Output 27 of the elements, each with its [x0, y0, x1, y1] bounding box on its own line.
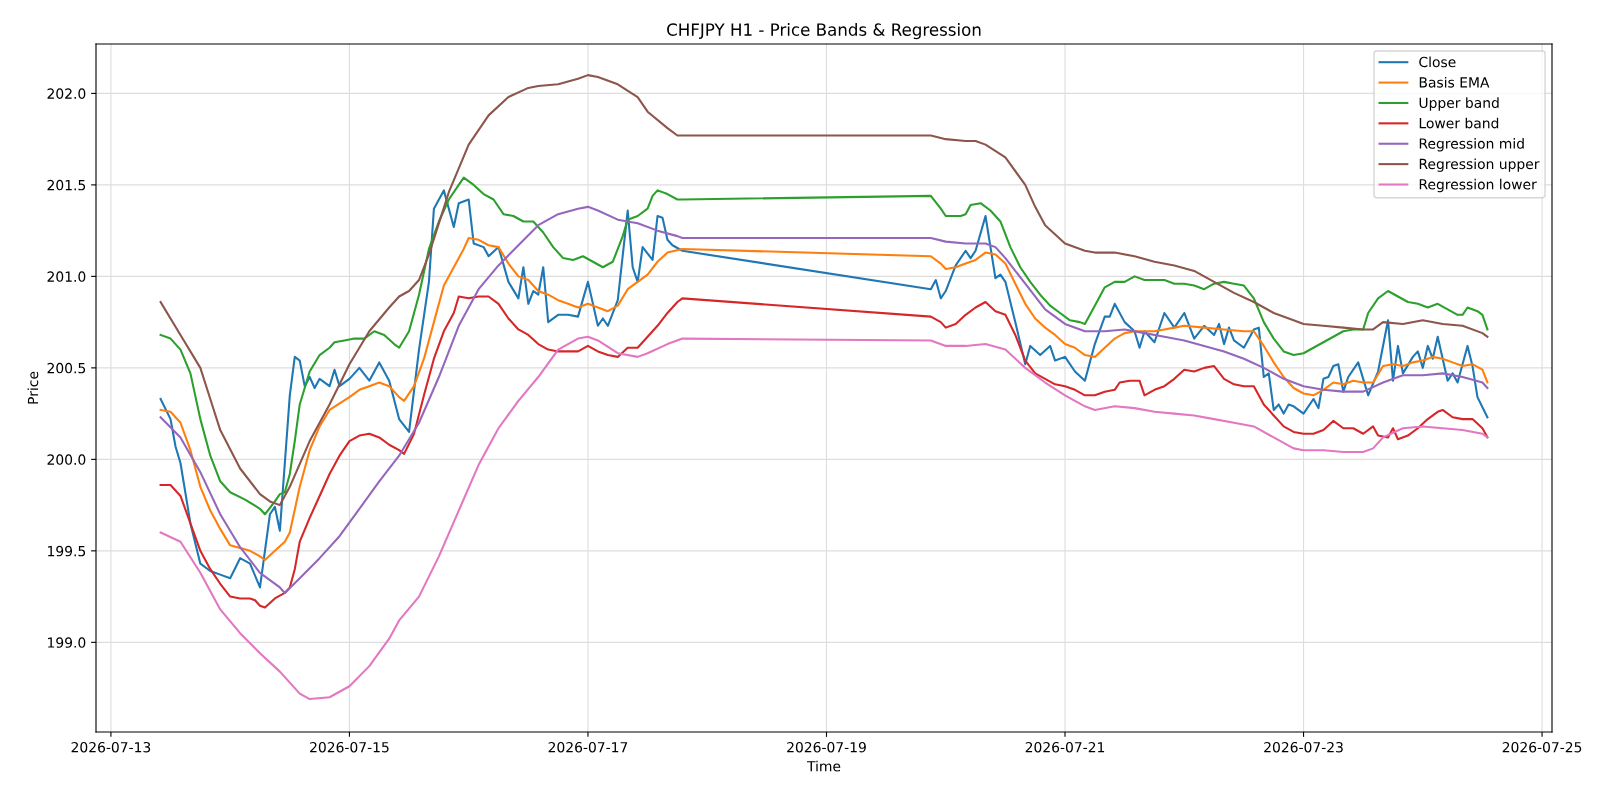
- x-axis-title: Time: [806, 760, 841, 772]
- line-series: [159, 335, 1489, 701]
- y-tick-label: 201.0: [47, 271, 86, 282]
- legend-label: Regression lower: [1419, 178, 1537, 193]
- y-tick-label: 201.5: [47, 179, 86, 191]
- x-tick-label: 2026-07-17: [548, 741, 628, 753]
- legend-label: Lower band: [1419, 117, 1499, 129]
- x-tick-label: 2026-07-19: [787, 741, 866, 753]
- x-tick-label: 2026-07-21: [1025, 741, 1105, 753]
- line-series: [159, 236, 1489, 562]
- x-tick-label: 2026-07-13: [71, 741, 151, 753]
- legend-label: Upper band: [1419, 97, 1499, 111]
- legend-label: Regression upper: [1419, 158, 1540, 172]
- legend-label: Close: [1419, 56, 1456, 68]
- x-tick-label: 2026-07-25: [1502, 741, 1582, 753]
- line-series: [159, 295, 1489, 609]
- y-tick-label: 200.5: [47, 362, 86, 374]
- y-tick-label: 199.5: [48, 545, 86, 557]
- chart-title: CHFJPY H1 - Price Bands & Regression: [667, 23, 981, 40]
- y-tick-label: 202.0: [47, 88, 86, 99]
- y-axis-title: Price: [27, 371, 39, 404]
- legend-label: Regression mid: [1419, 138, 1524, 152]
- y-tick-label: 199.0: [48, 637, 86, 648]
- y-tick-label: 200.0: [47, 454, 86, 465]
- x-tick-label: 2026-07-15: [310, 741, 389, 753]
- legend-label: Basis EMA: [1419, 76, 1490, 88]
- x-tick-label: 2026-07-23: [1264, 741, 1343, 753]
